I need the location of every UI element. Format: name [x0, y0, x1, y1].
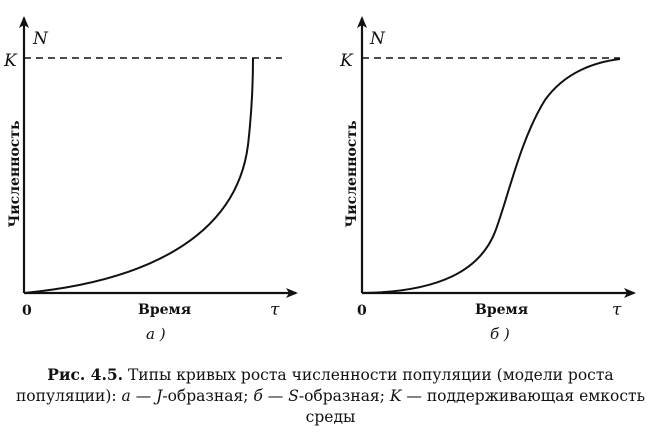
panel-a: N K 0 Время τ Численность а ) [3, 16, 298, 343]
caption-text-3: -образная; [162, 387, 254, 405]
caption-text-2: — [130, 387, 157, 405]
panel-b-s-curve [361, 58, 621, 294]
caption-j-letter: J [156, 387, 163, 405]
panel-b-x-axis-label: Время [475, 302, 528, 318]
figure-caption: Рис. 4.5. Типы кривых роста численности … [12, 364, 649, 428]
panel-b: N K 0 Время τ Численность б ) [339, 16, 636, 343]
panel-b-origin-label: 0 [357, 303, 367, 319]
caption-text-5: -образная; [298, 387, 390, 405]
panel-b-sublabel: б ) [490, 325, 510, 343]
caption-text-1: Типы кривых роста численности популяции … [15, 366, 614, 405]
caption-a-letter: а [121, 387, 131, 405]
panel-a-tau-label: τ [270, 300, 280, 320]
caption-k-letter: K [389, 387, 402, 405]
panel-a-k-label: K [3, 51, 18, 71]
caption-fig-number: Рис. 4.5. [47, 365, 124, 384]
caption-text-6: — поддерживающая емкость среды [305, 387, 646, 426]
panel-b-tau-label: τ [612, 300, 622, 320]
panel-b-y-axis-label: Численность [344, 120, 360, 227]
caption-text-4: — [262, 387, 289, 405]
panel-a-y-axis-label: Численность [7, 120, 23, 227]
panel-a-x-axis-label: Время [138, 302, 191, 318]
panel-a-j-curve [23, 57, 254, 294]
panel-b-n-label: N [369, 29, 386, 49]
diagram-canvas: N K 0 Время τ Численность а ) N K 0 Врем… [3, 16, 636, 343]
panel-b-k-label: K [339, 51, 354, 71]
panel-a-origin-label: 0 [22, 303, 32, 319]
panel-a-sublabel: а ) [146, 325, 166, 343]
panel-a-n-label: N [32, 29, 49, 49]
caption-s-letter: S [288, 387, 299, 405]
caption-b-letter: б [253, 387, 263, 405]
